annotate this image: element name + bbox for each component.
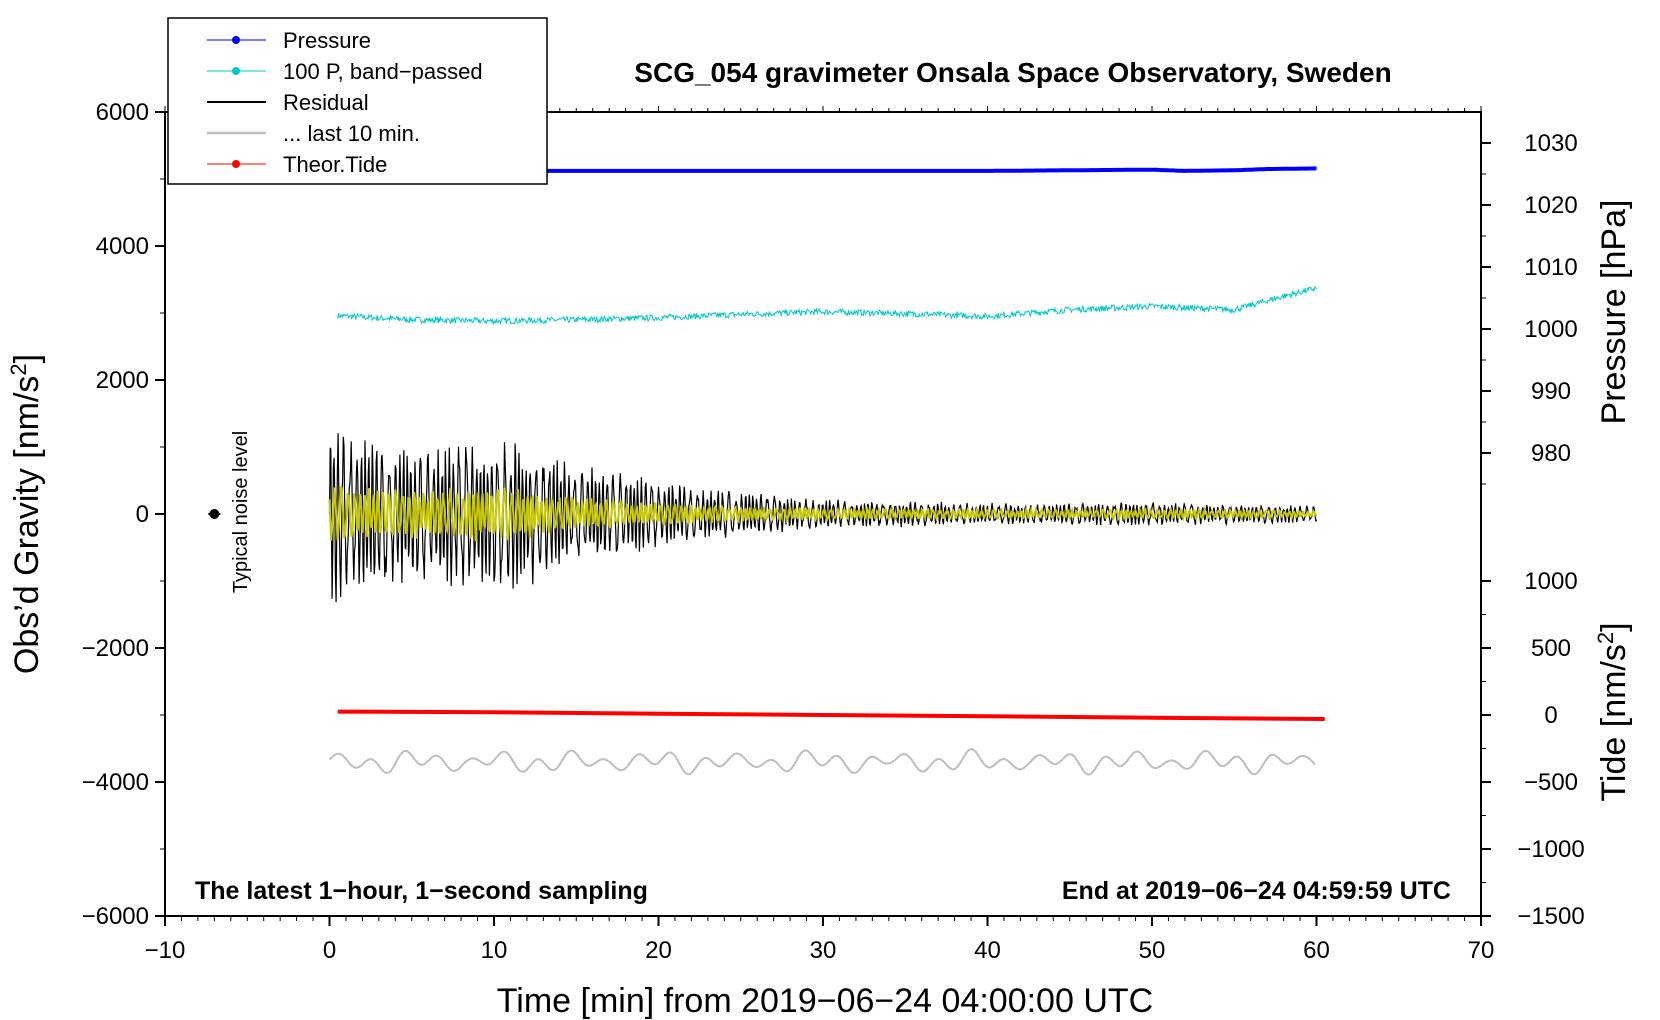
series-residual-line (328, 433, 1318, 603)
x-axis-ticks: −10 0 10 20 30 40 50 60 70 (145, 916, 1495, 964)
x-tick-label: 0 (323, 937, 336, 964)
x-tick-label: 60 (1303, 937, 1330, 964)
y-left-tick-label: −6000 (82, 903, 149, 930)
y-tide-title-sup: 2 (1593, 632, 1618, 644)
legend-label-band-passed: 100 P, band−passed (283, 59, 483, 84)
y-tide-title-tail: ] (1595, 622, 1633, 631)
y-left-tick-label: 6000 (96, 99, 149, 126)
legend-label-last-10-min: ... last 10 min. (283, 121, 420, 146)
legend-item-theor-tide: Theor.Tide (207, 152, 387, 177)
legend-marker-band-passed (232, 67, 240, 75)
legend-item-pressure: Pressure (207, 28, 371, 53)
y-axis-left-ticks: 6000 4000 2000 0 −2000 −4000 −6000 (82, 99, 165, 930)
y-axis-left-title: Obs’d Gravity [nm/s2] (6, 354, 46, 674)
y-tide-title-main: Tide [nm/s (1595, 644, 1633, 801)
y-axis-pressure-ticks: 1030 1020 1010 1000 990 980 (1481, 130, 1578, 485)
y-tide-tick-label: 500 (1531, 635, 1571, 662)
y-tide-tick-label: −1000 (1517, 836, 1584, 863)
legend-label-theor-tide: Theor.Tide (283, 152, 387, 177)
legend-label-pressure: Pressure (283, 28, 371, 53)
x-tick-label: 50 (1139, 937, 1166, 964)
note-end-time: End at 2019−06−24 04:59:59 UTC (1062, 877, 1451, 905)
y-left-tick-label: 4000 (96, 233, 149, 260)
x-axis-title: Time [min] from 2019−06−24 04:00:00 UTC (497, 982, 1153, 1020)
x-tick-label: 30 (810, 937, 837, 964)
y-axis-tide-ticks: 1000 500 0 −500 −1000 −1500 (1481, 568, 1585, 930)
y-pressure-tick-label: 990 (1531, 378, 1571, 405)
legend-item-residual: Residual (207, 90, 369, 115)
y-tide-tick-label: 0 (1544, 702, 1557, 729)
y-pressure-tick-label: 1020 (1524, 192, 1577, 219)
y-tide-tick-label: −500 (1524, 769, 1578, 796)
y-pressure-tick-label: 1000 (1524, 316, 1577, 343)
y-tide-tick-label: −1500 (1517, 903, 1584, 930)
y-pressure-tick-label: 1030 (1524, 130, 1577, 157)
y-left-tick-label: 0 (136, 501, 149, 528)
x-tick-label: 20 (645, 937, 672, 964)
x-tick-label: −10 (145, 937, 186, 964)
series-theor-tide-line (337, 709, 1325, 721)
series-last-10-min-line (328, 748, 1316, 776)
y-left-title-main: Obs’d Gravity [nm/s (8, 376, 46, 675)
x-tick-label: 40 (974, 937, 1001, 964)
note-sampling: The latest 1−hour, 1−second sampling (195, 877, 648, 905)
legend: Pressure 100 P, band−passed Residual ...… (167, 17, 548, 185)
y-pressure-tick-label: 980 (1531, 440, 1571, 467)
noise-label: Typical noise level (230, 431, 252, 593)
noise-dot (209, 509, 220, 519)
series-band-passed-line (337, 286, 1317, 326)
legend-item-band-passed: 100 P, band−passed (207, 59, 483, 84)
legend-item-last-10-min: ... last 10 min. (207, 121, 420, 146)
y-tide-tick-label: 1000 (1524, 568, 1577, 595)
y-left-tick-label: −4000 (82, 769, 149, 796)
noise-marker (208, 509, 221, 519)
y-axis-tide-title: Tide [nm/s2] (1593, 622, 1633, 801)
y-pressure-tick-label: 1010 (1524, 254, 1577, 281)
x-tick-label: 70 (1468, 937, 1495, 964)
chart-title: SCG_054 gravimeter Onsala Space Observat… (634, 57, 1391, 88)
y-left-tick-label: −2000 (82, 635, 149, 662)
y-left-tick-label: 2000 (96, 367, 149, 394)
y-left-title-sup: 2 (6, 363, 31, 375)
legend-marker-pressure (232, 36, 240, 44)
legend-label-residual: Residual (283, 90, 369, 115)
y-left-title-tail: ] (8, 354, 46, 363)
y-axis-pressure-title: Pressure [hPa] (1595, 200, 1633, 425)
legend-marker-theor-tide (232, 160, 240, 168)
series-residual-smoothed-line (328, 485, 1318, 542)
x-tick-label: 10 (481, 937, 508, 964)
